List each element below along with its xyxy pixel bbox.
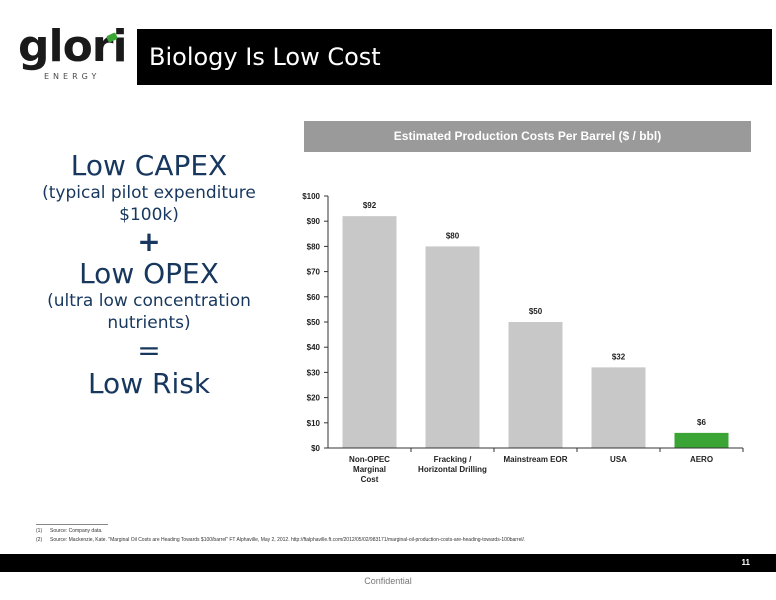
footnote-2-number: (2): [36, 537, 43, 543]
y-tick-label: $0: [311, 444, 320, 453]
x-tick-label: USA: [610, 455, 627, 464]
x-tick-label: Fracking /: [434, 455, 473, 464]
y-tick-label: $40: [307, 343, 321, 352]
left-text-panel: Low CAPEX (typical pilot expenditure $10…: [20, 150, 278, 400]
y-tick-label: $60: [307, 293, 321, 302]
plus-sign: +: [137, 225, 161, 258]
capex-heading: Low CAPEX: [70, 149, 228, 182]
y-tick-label: $50: [307, 318, 321, 327]
footnote-2-text: Source: Mackenzie, Kate. "Marginal Oil C…: [50, 537, 526, 543]
bar-data-label: $92: [363, 201, 377, 210]
footnote-1-number: (1): [36, 528, 43, 534]
x-tick-label: Horizontal Drilling: [418, 465, 487, 474]
slide-title: Biology Is Low Cost: [149, 43, 381, 71]
y-tick-label: $30: [307, 368, 321, 377]
x-tick-label: Cost: [361, 475, 379, 484]
bar-data-label: $80: [446, 231, 460, 240]
bar: [591, 367, 646, 448]
footer-bar: 11: [0, 554, 776, 572]
bar-data-label: $6: [697, 418, 706, 427]
capex-detail-1: (typical pilot expenditure: [42, 183, 256, 203]
opex-heading: Low OPEX: [79, 257, 219, 290]
bar: [508, 322, 563, 448]
confidential-label: Confidential: [364, 576, 412, 586]
footnote-divider: [36, 524, 108, 525]
equals-sign: =: [137, 334, 161, 367]
page-number: 11: [741, 558, 750, 567]
logo-wordmark: glori: [18, 21, 128, 72]
x-tick-label: AERO: [690, 455, 713, 464]
opex-detail-2: nutrients): [107, 313, 191, 333]
y-tick-label: $70: [307, 268, 321, 277]
title-bar: Biology Is Low Cost: [137, 29, 772, 85]
chart-title: Estimated Production Costs Per Barrel ($…: [304, 121, 751, 152]
y-axis: $0 $10 $20 $30 $40 $50 $60 $70 $80 $90 $100: [302, 192, 329, 453]
footnote-1: (1) Source: Company data.: [36, 527, 736, 536]
footnote-2: (2) Source: Mackenzie, Kate. "Marginal O…: [36, 536, 736, 545]
logo: glori ENERGY: [18, 22, 130, 86]
opex-detail-1: (ultra low concentration: [47, 291, 251, 311]
bar: [674, 432, 729, 448]
x-tick-label: Marginal: [353, 465, 386, 474]
bar-data-label: $50: [529, 307, 543, 316]
footnote-1-text: Source: Company data.: [50, 528, 103, 534]
bar-data-label: $32: [612, 352, 626, 361]
bar-chart: $0 $10 $20 $30 $40 $50 $60 $70 $80 $90 $100 $92 $80…: [302, 192, 744, 484]
x-tick-label: Mainstream EOR: [503, 455, 567, 464]
bars-group: $92 $80 $50 $32 $6: [342, 201, 729, 448]
y-tick-label: $100: [302, 192, 320, 201]
y-tick-label: $10: [307, 419, 321, 428]
capex-detail-2: $100k): [119, 205, 179, 225]
footnotes: (1) Source: Company data. (2) Source: Ma…: [36, 527, 736, 545]
y-tick-label: $90: [307, 217, 321, 226]
bar: [342, 216, 397, 448]
x-tick-label: Non-OPEC: [349, 455, 390, 464]
y-tick-label: $20: [307, 394, 321, 403]
logo-subtitle: ENERGY: [44, 72, 101, 81]
y-tick-label: $80: [307, 242, 321, 251]
risk-heading: Low Risk: [87, 367, 211, 400]
bar: [425, 246, 480, 448]
